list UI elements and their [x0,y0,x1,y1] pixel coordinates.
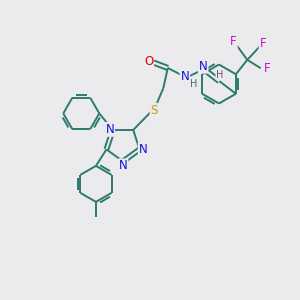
Text: N: N [105,123,114,136]
Text: F: F [230,35,237,48]
Text: H: H [190,79,198,89]
Text: N: N [181,70,189,83]
Text: N: N [118,159,127,172]
Text: F: F [264,62,271,75]
Text: O: O [144,55,153,68]
Text: H: H [216,70,224,80]
Text: N: N [139,143,148,156]
Text: S: S [151,104,158,117]
Text: F: F [260,38,266,50]
Text: N: N [199,60,208,73]
